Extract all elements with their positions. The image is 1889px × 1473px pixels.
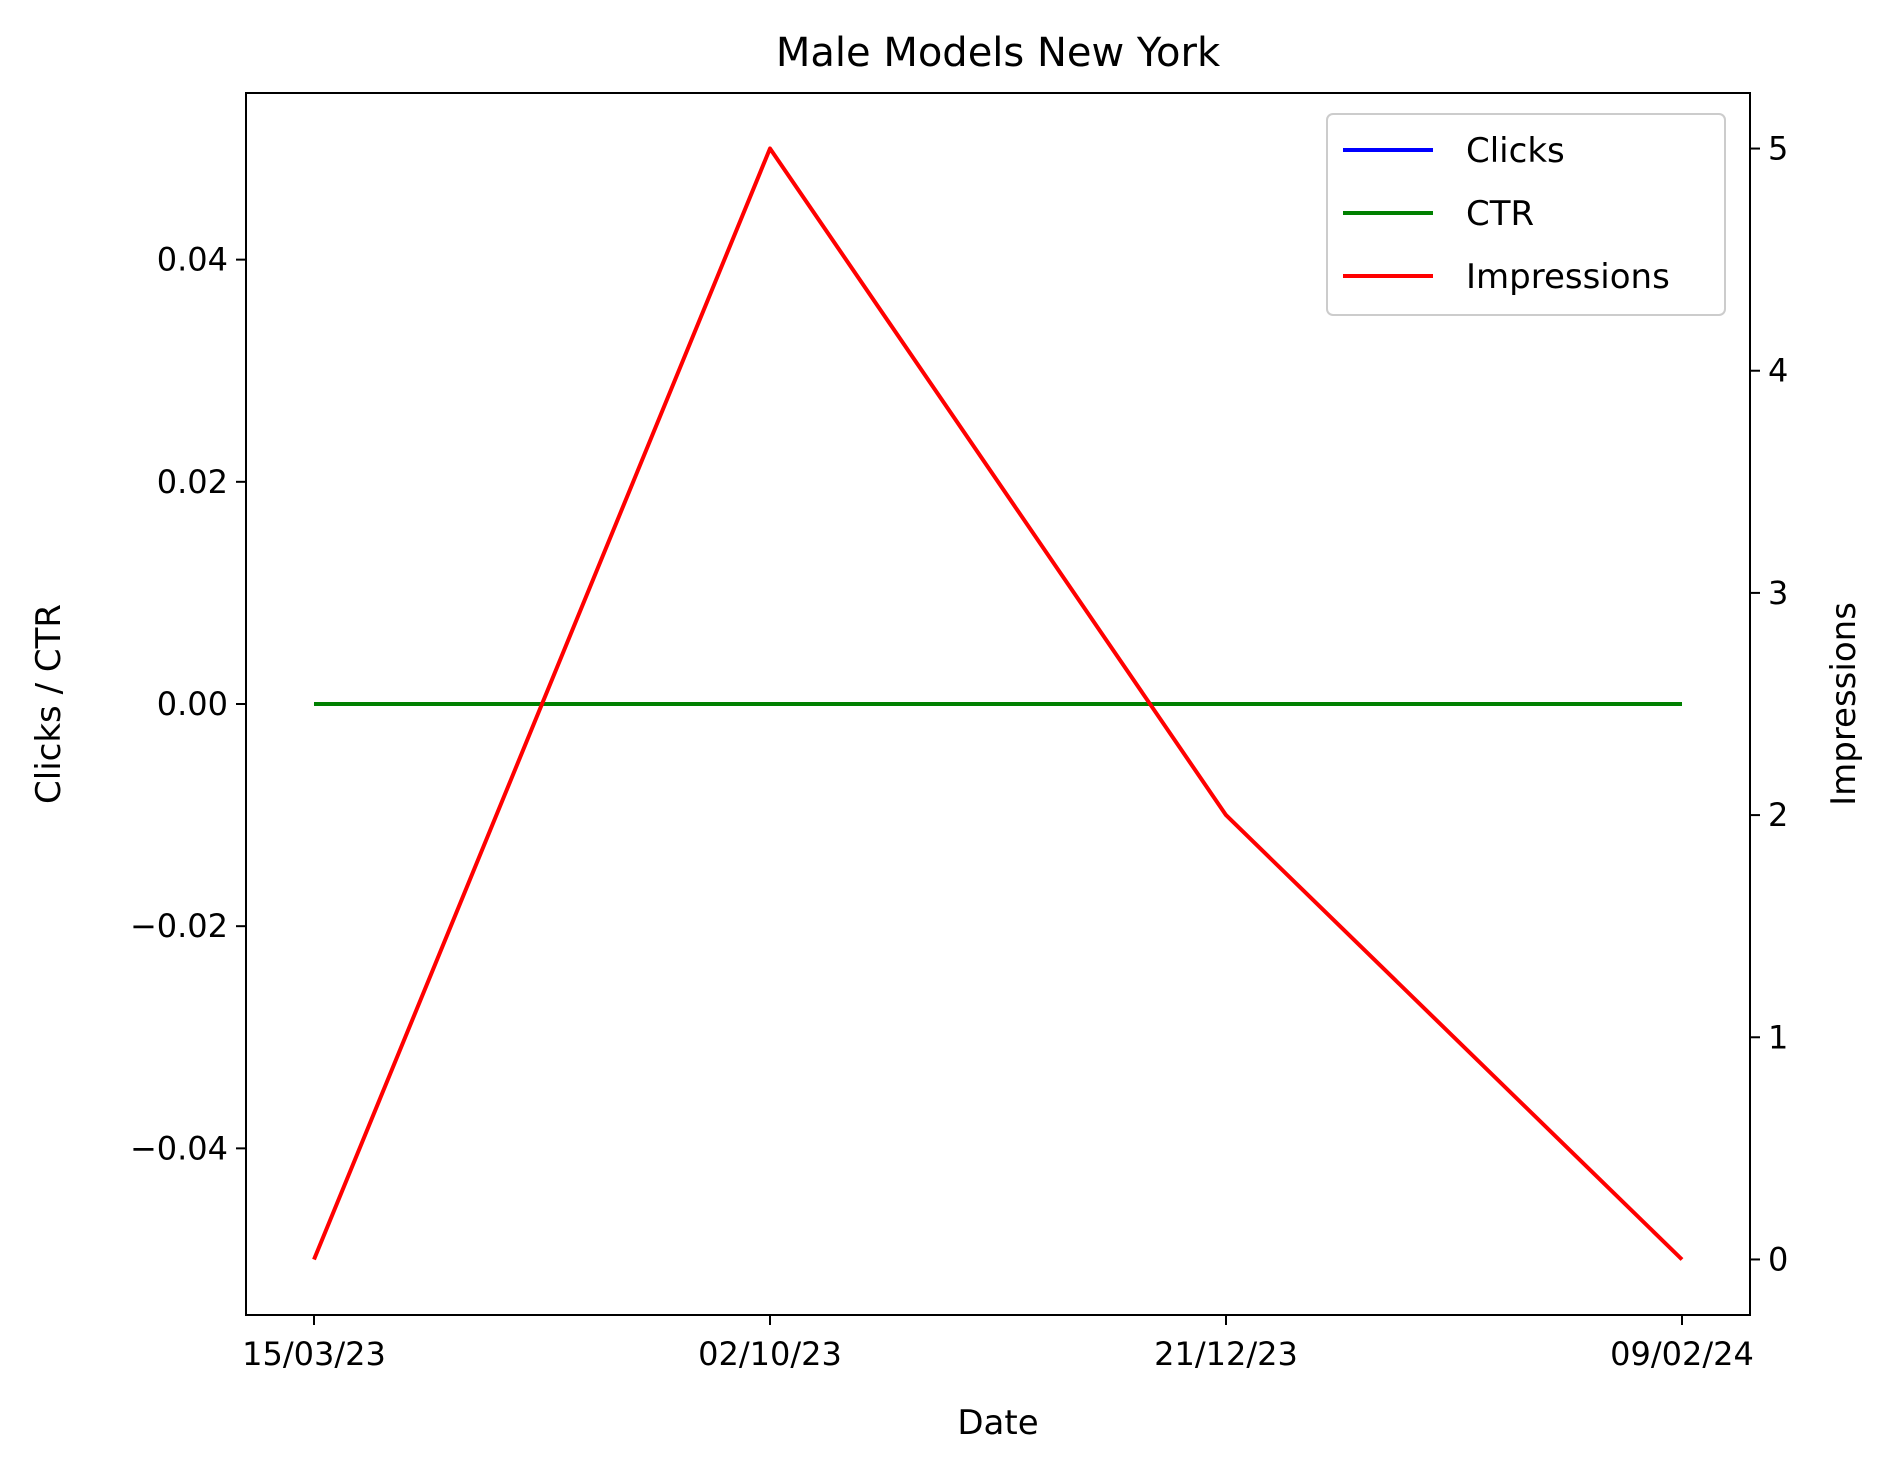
x-tick-label: 21/12/23 xyxy=(1154,1335,1298,1373)
series-layer xyxy=(312,146,1684,1261)
y-left-axis-label: Clicks / CTR xyxy=(29,604,69,804)
y-right-axis-label: Impressions xyxy=(1824,602,1864,806)
y-right-tick-label: 5 xyxy=(1768,130,1788,168)
y-left-tick-label: 0.00 xyxy=(157,685,228,723)
x-tick-label: 02/10/23 xyxy=(698,1335,842,1373)
y-left-tick-label: −0.02 xyxy=(130,907,228,945)
x-axis-label: Date xyxy=(957,1403,1038,1443)
y-right-tick-label: 3 xyxy=(1768,574,1788,612)
y-right-tick-label: 0 xyxy=(1768,1240,1788,1278)
legend-label-ctr: CTR xyxy=(1466,194,1534,234)
legend-label-impressions: Impressions xyxy=(1466,257,1670,297)
y-right-tick-label: 1 xyxy=(1768,1018,1788,1056)
x-tick-label: 09/02/24 xyxy=(1610,1335,1754,1373)
x-tick-label: 15/03/23 xyxy=(242,1335,386,1373)
y-left-tick-label: −0.04 xyxy=(130,1129,228,1167)
y-left-axis: −0.04 −0.02 0.00 0.02 0.04 xyxy=(130,241,246,1167)
plot-frame xyxy=(245,92,1751,1316)
legend-label-clicks: Clicks xyxy=(1466,131,1565,171)
legend: Clicks CTR Impressions xyxy=(1326,113,1726,316)
legend-items: Clicks CTR Impressions xyxy=(1343,131,1670,297)
y-left-tick-label: 0.02 xyxy=(157,463,228,501)
series-line-impressions xyxy=(312,146,1684,1261)
legend-box xyxy=(1326,113,1726,316)
y-right-tick-label: 4 xyxy=(1768,352,1788,390)
y-left-tick-label: 0.04 xyxy=(157,241,228,279)
x-axis: 15/03/23 02/10/23 21/12/23 09/02/24 xyxy=(242,1315,1754,1373)
y-right-axis: 0 1 2 3 4 5 xyxy=(1750,130,1788,1278)
chart-title: Male Models New York xyxy=(776,30,1221,76)
y-right-tick-label: 2 xyxy=(1768,796,1788,834)
